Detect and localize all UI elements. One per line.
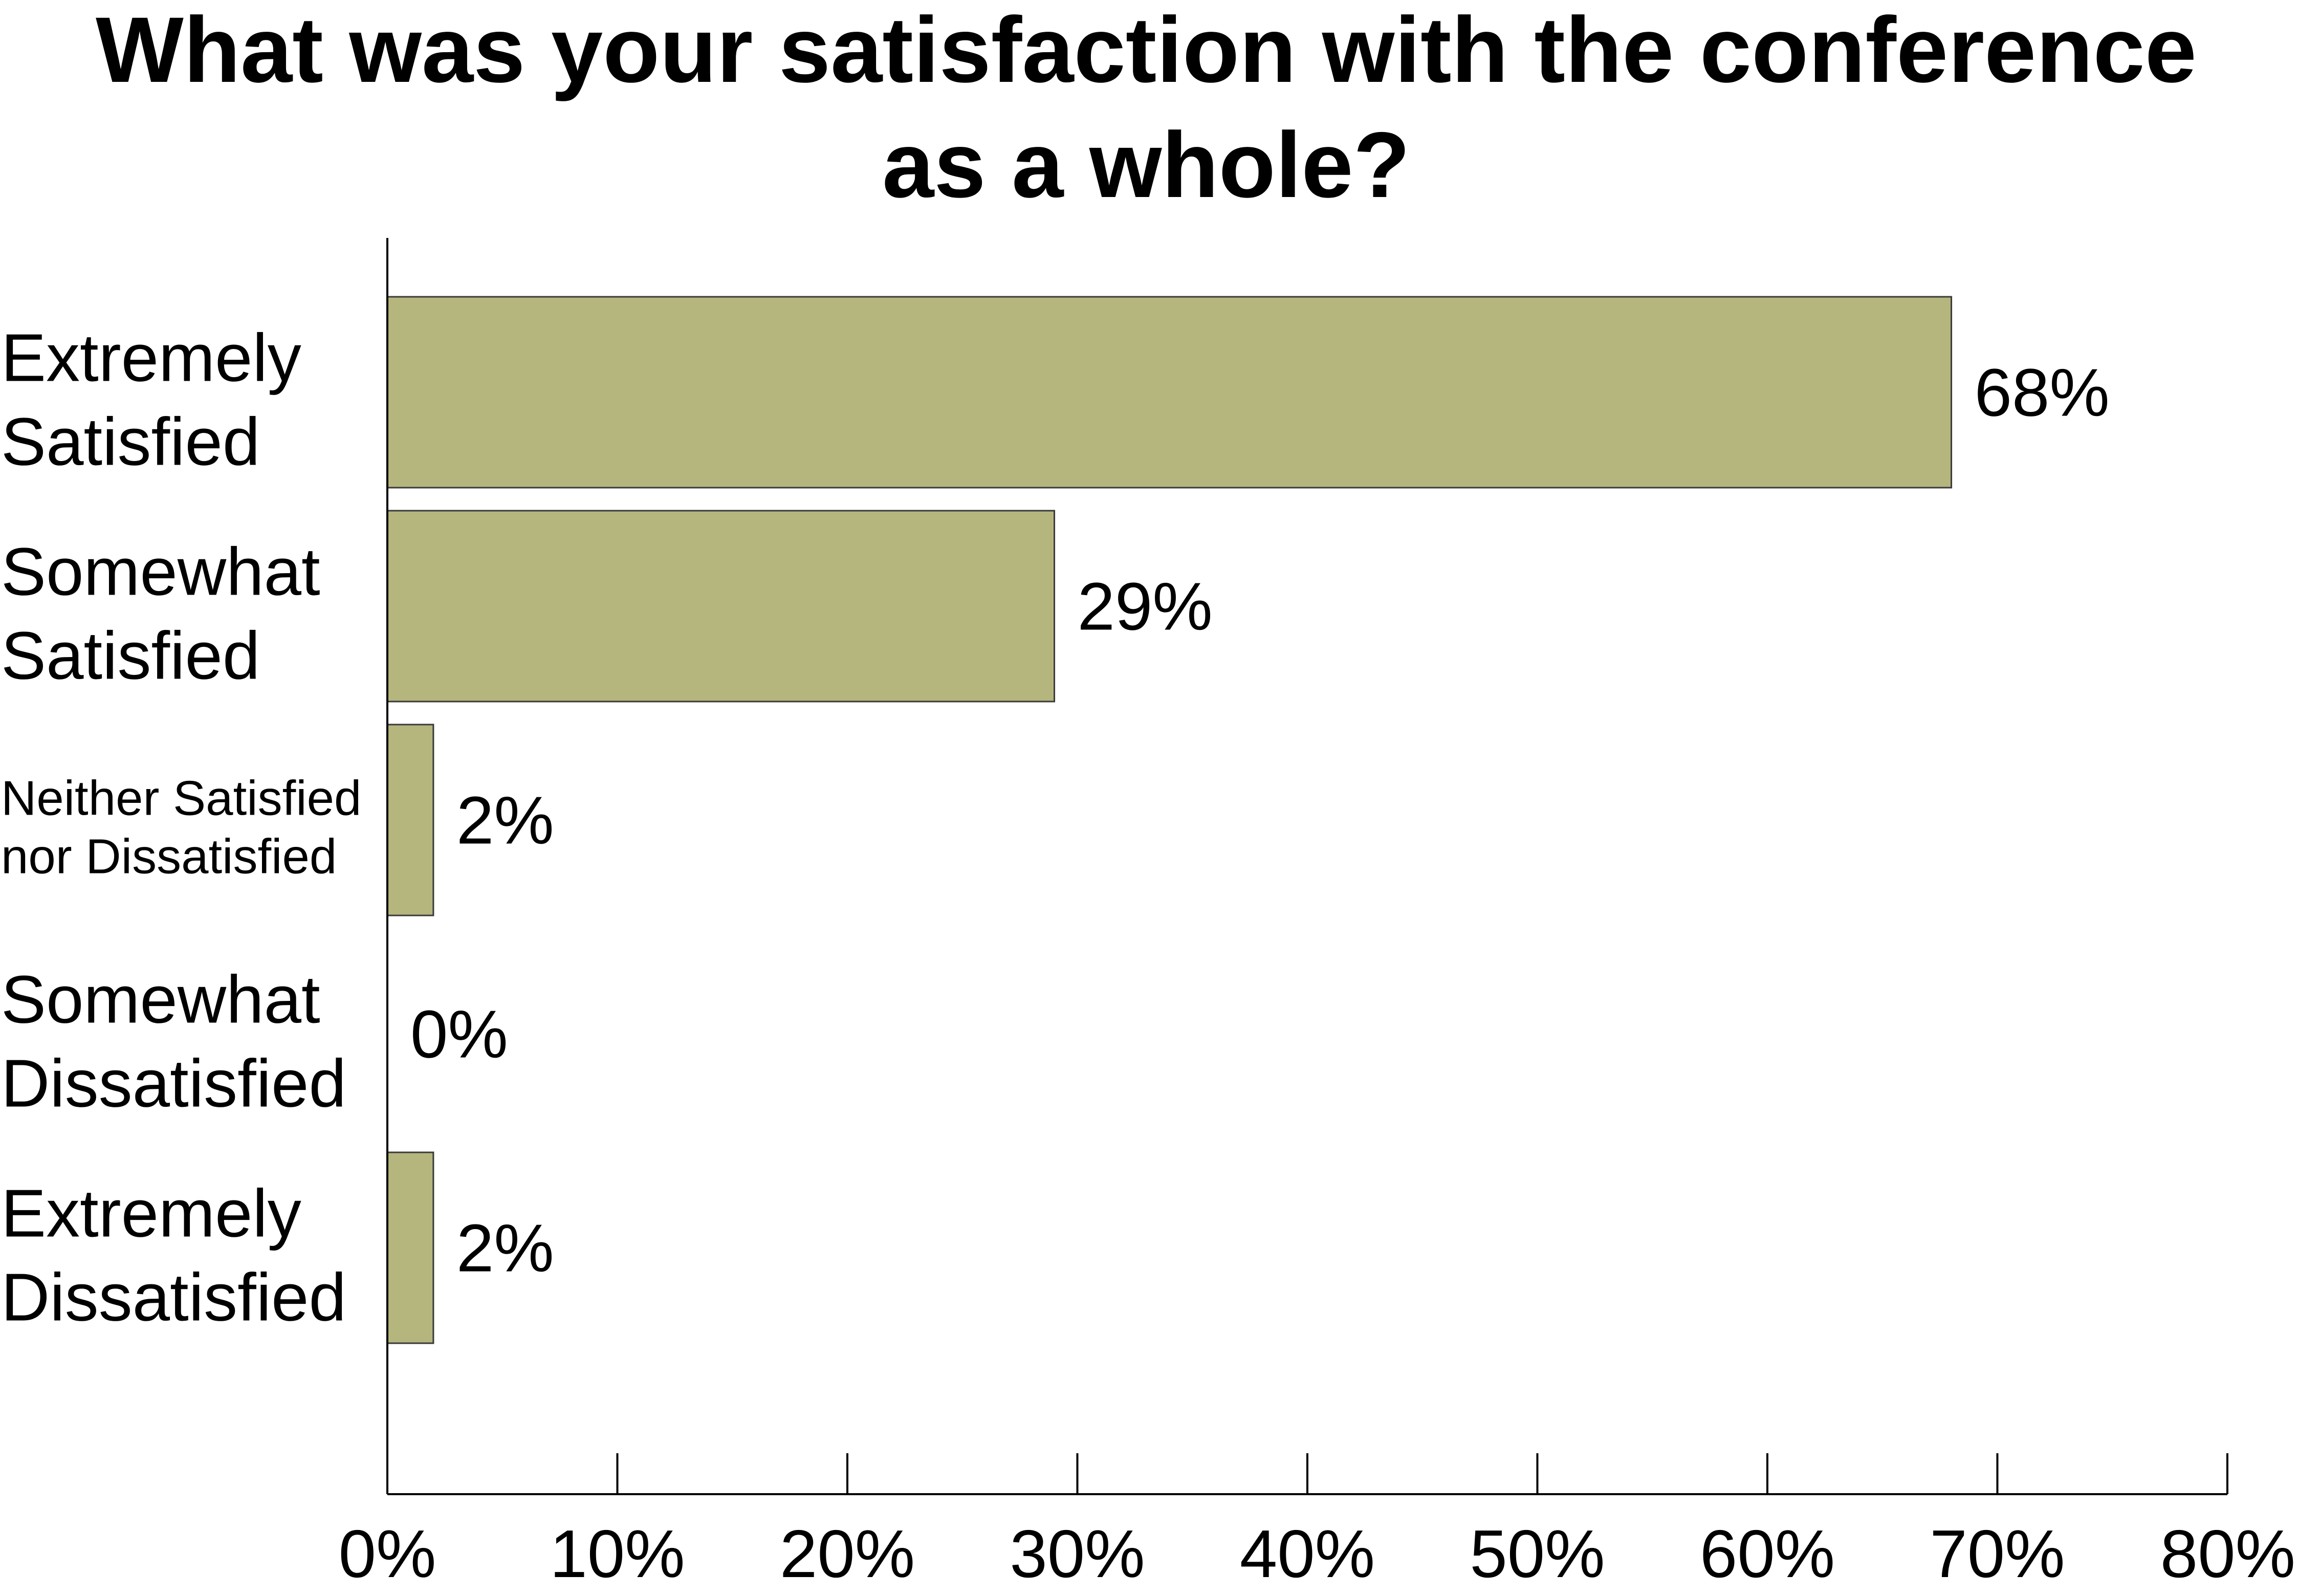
category-label-3-line-0: Somewhat <box>1 962 320 1037</box>
category-label-0-line-1: Satisfied <box>1 404 260 479</box>
category-label-4-line-0: Extremely <box>1 1176 301 1251</box>
x-tick-label-1: 10% <box>550 1516 685 1591</box>
x-tick-label-7: 70% <box>1930 1516 2065 1591</box>
chart-title-line-1: What was your satisfaction with the conf… <box>96 0 2197 102</box>
value-label-2: 2% <box>456 783 554 858</box>
value-label-3: 0% <box>410 997 508 1072</box>
bar-4 <box>386 1151 434 1344</box>
category-label-1-line-0: Somewhat <box>1 534 320 609</box>
bar-2 <box>386 724 434 916</box>
category-label-2: Neither Satisfied nor Dissatisfied <box>1 771 361 884</box>
category-label-0: Extremely Satisfied <box>1 320 301 479</box>
chart-title: What was your satisfaction with the conf… <box>96 0 2197 217</box>
category-label-4-line-1: Dissatisfied <box>1 1260 346 1335</box>
bars <box>386 296 1953 1344</box>
x-tick-label-0: 0% <box>339 1516 436 1591</box>
x-axis-tick-labels: 0% 10% 20% 30% 40% 50% 60% 70% 80% <box>339 1516 2295 1591</box>
value-label-0: 68% <box>1975 355 2110 430</box>
category-label-3: Somewhat Dissatisfied <box>1 962 346 1121</box>
category-label-2-line-1: nor Dissatisfied <box>1 829 337 884</box>
value-label-1: 29% <box>1078 569 1213 644</box>
x-axis-ticks <box>386 1453 2228 1494</box>
x-tick-label-4: 40% <box>1240 1516 1375 1591</box>
value-label-4: 2% <box>456 1211 554 1286</box>
x-tick-label-8: 80% <box>2160 1516 2295 1591</box>
category-label-4: Extremely Dissatisfied <box>1 1176 346 1335</box>
category-label-3-line-1: Dissatisfied <box>1 1046 346 1121</box>
x-tick-label-2: 20% <box>780 1516 915 1591</box>
chart-title-line-2: as a whole? <box>882 113 1410 217</box>
x-tick-label-3: 30% <box>1010 1516 1145 1591</box>
category-labels: Extremely Satisfied Somewhat Satisfied Neith… <box>1 320 361 1335</box>
category-label-0-line-0: Extremely <box>1 320 301 396</box>
value-labels: 68% 29% 2% 0% 2% <box>410 355 2110 1286</box>
x-tick-label-5: 50% <box>1470 1516 1605 1591</box>
category-label-2-line-0: Neither Satisfied <box>1 771 361 826</box>
bar-0 <box>386 296 1953 489</box>
category-label-1-line-1: Satisfied <box>1 618 260 693</box>
bar-1 <box>386 510 1056 703</box>
category-label-1: Somewhat Satisfied <box>1 534 320 693</box>
x-tick-label-6: 60% <box>1700 1516 1835 1591</box>
